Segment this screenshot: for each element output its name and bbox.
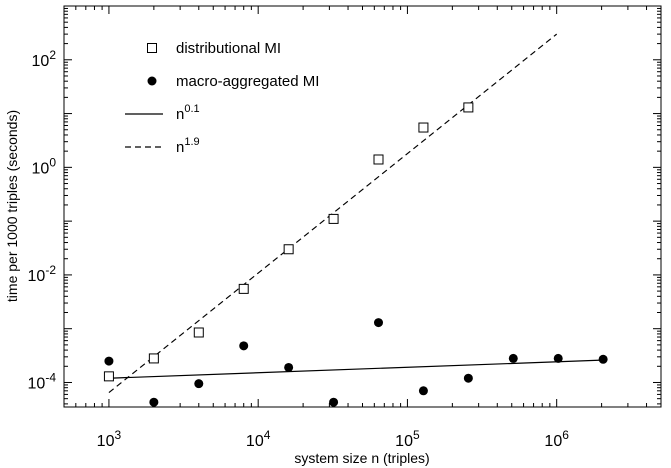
- legend: distributional MI macro-aggregated MI n0.1…: [125, 40, 319, 156]
- x-tick-label: 106: [544, 428, 569, 450]
- y-tick-label: 10-4: [28, 370, 57, 392]
- macro-aggregated-point: [149, 397, 159, 407]
- fit-lines: [108, 33, 602, 394]
- macro-aggregated-point: [463, 373, 473, 383]
- macro-aggregated-point: [194, 379, 204, 389]
- y-axis-label: time per 1000 triples (seconds): [4, 110, 20, 302]
- fit-line-solid: [108, 359, 602, 379]
- macro-aggregated-point: [329, 397, 339, 407]
- x-tick-label: 104: [246, 428, 271, 450]
- x-axis-label: system size n (triples): [294, 450, 429, 466]
- distributional-point: [283, 244, 294, 255]
- distributional-point: [328, 213, 339, 224]
- macro-aggregated-point: [374, 318, 384, 328]
- distributional-point: [238, 283, 249, 294]
- distributional-point: [103, 371, 114, 382]
- plot-frame: [63, 5, 662, 408]
- macro-aggregated-point: [508, 353, 518, 363]
- legend-label-macro-aggregated: macro-aggregated MI: [176, 73, 319, 90]
- fit-line-dashed: [108, 33, 558, 394]
- ticks: 103 104 105 106 10-4 10-2 100 102: [28, 5, 662, 450]
- data-points: [103, 102, 608, 407]
- y-tick-label: 100: [32, 155, 57, 177]
- y-tick-label: 10-2: [28, 263, 57, 285]
- macro-aggregated-point: [284, 362, 294, 372]
- macro-aggregated-point: [104, 356, 114, 366]
- distributional-point: [148, 353, 159, 364]
- distributional-point: [193, 327, 204, 338]
- legend-marker-macro-aggregated: [147, 76, 157, 86]
- distributional-point: [373, 154, 384, 165]
- macro-aggregated-point: [239, 341, 249, 351]
- x-tick-label: 105: [395, 428, 420, 450]
- macro-aggregated-point: [598, 354, 608, 364]
- distributional-point: [463, 102, 474, 113]
- y-tick-label: 102: [32, 48, 57, 70]
- macro-aggregated-point: [418, 386, 428, 396]
- distributional-point: [418, 122, 429, 133]
- x-tick-label: 103: [97, 428, 122, 450]
- legend-label-fit-solid: n0.1: [176, 103, 200, 123]
- legend-label-distributional: distributional MI: [176, 40, 281, 57]
- macro-aggregated-point: [553, 353, 563, 363]
- legend-label-fit-dashed: n1.9: [176, 136, 200, 156]
- legend-marker-distributional: [147, 43, 157, 53]
